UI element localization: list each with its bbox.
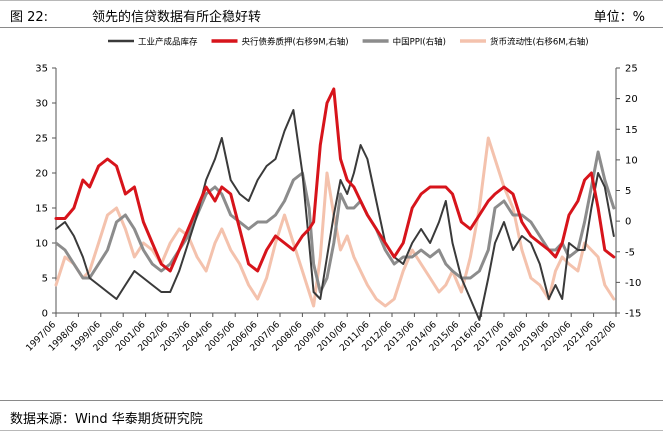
y-left-tick-label: 20 — [35, 169, 48, 180]
legend-label: 货币流动性(右移6M,右轴) — [490, 37, 589, 48]
y-right-tick-label: -10 — [625, 278, 641, 289]
figure-footer: 数据来源：Wind 华泰期货研究院 — [0, 400, 663, 431]
y-left-tick-label: 0 — [42, 309, 48, 320]
y-right-tick-label: 15 — [625, 125, 638, 136]
chart-area: 0 5 10 15 20 25 30 35 -15 -10 -5 0 5 10 15 20 25 1997/06 1… — [0, 29, 663, 400]
y-right-tick-label: 5 — [625, 186, 631, 197]
y-right-tick-label: 0 — [625, 217, 631, 228]
legend-label: 央行债券质押(右移9M,右轴) — [242, 37, 349, 48]
legend-label: 中国PPI(右轴) — [393, 37, 446, 48]
y-right-tick-label: 10 — [625, 155, 638, 166]
y-left-tick-label: 15 — [35, 204, 48, 215]
figure-title: 领先的信贷数据有所企稳好转 — [92, 10, 262, 25]
series-line-3 — [54, 136, 616, 308]
figure-number: 图 22: — [10, 10, 49, 25]
unit-label: 单位：% — [593, 10, 645, 25]
legend-label: 工业产成品库存 — [138, 37, 198, 48]
line-chart: 05101520253035-15-10-505101520251997/061… — [25, 37, 642, 354]
series-line-2 — [54, 150, 616, 294]
y-left-tick-label: 30 — [35, 99, 48, 110]
y-left-tick-label: 10 — [35, 239, 48, 250]
y-right-tick-label: 20 — [625, 94, 638, 105]
y-left-tick-label: 25 — [35, 134, 48, 145]
data-source: 数据来源：Wind 华泰期货研究院 — [10, 412, 203, 427]
y-right-tick-label: -15 — [625, 309, 641, 320]
series-line-1 — [54, 87, 616, 273]
y-left-tick-label: 35 — [35, 64, 48, 75]
y-right-tick-label: -5 — [625, 247, 635, 258]
series-line-0 — [55, 109, 615, 321]
y-left-tick-label: 5 — [42, 274, 48, 285]
y-right-tick-label: 25 — [625, 64, 638, 75]
figure-header: 图 22: 领先的信贷数据有所企稳好转 单位：% — [0, 0, 663, 28]
